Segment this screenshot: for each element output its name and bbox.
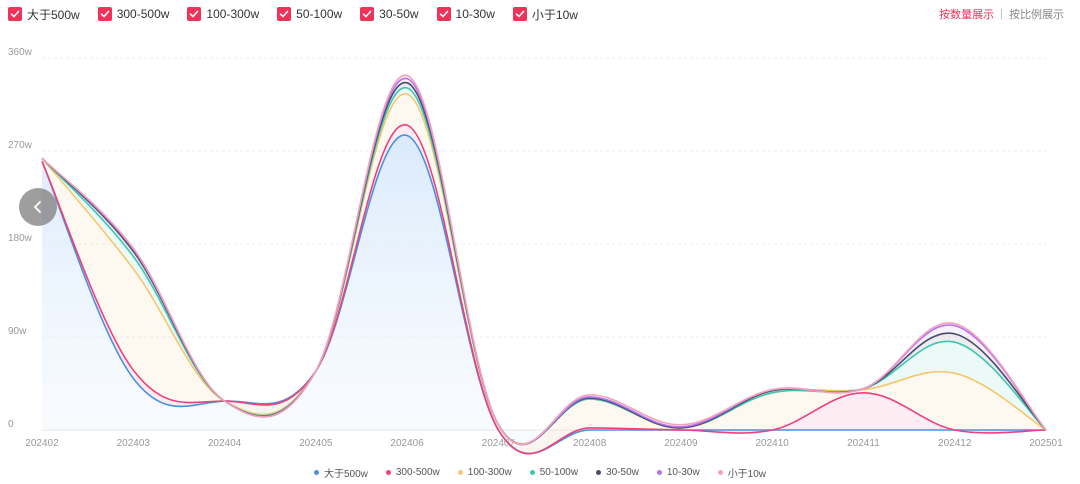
chart-legend: 大于500w 300-500w 100-300w 50-100w 30-50w 10-30… [0,465,1080,480]
x-tick-label: 202408 [573,438,607,449]
x-tick-label: 202409 [664,438,698,449]
filter-label: 50-100w [296,7,343,21]
legend-item[interactable]: 10-30w [656,467,700,478]
series-area [42,135,1046,454]
by-count-mode-button[interactable]: 按数量展示 [939,9,995,21]
prev-page-button[interactable] [19,188,57,226]
series-line [41,124,1047,455]
legend-item[interactable]: 50-100w [529,467,579,478]
check-icon[interactable] [360,7,375,21]
filter-checkbox[interactable]: 100-300w [187,7,259,21]
series-area [42,124,1046,454]
filter-checkbox[interactable]: 50-100w [277,7,342,21]
x-tick-label: 202411 [847,438,880,449]
filter-label: 300-500w [116,7,170,21]
x-tick-label: 202406 [390,438,424,449]
legend-dot-icon [717,470,723,475]
chevron-left-icon [34,201,41,213]
legend-dot-icon [457,470,463,475]
filter-checkbox[interactable]: 10-30w [436,7,495,21]
y-tick-label: 360w [8,47,33,58]
legend-dot-icon [385,470,391,475]
y-tick-label: 180w [8,233,33,244]
filter-label: 30-50w [379,7,419,21]
series-area [42,93,1046,454]
legend-dot-icon [596,470,602,475]
y-tick-label: 0 [8,419,14,430]
check-icon[interactable] [277,7,292,21]
series-line [41,74,1047,445]
by-ratio-mode-button[interactable]: 按比例展示 [1009,9,1064,21]
series-filter-bar: 大于500w 300-500w 100-300w 50-100w 30-50w 10-30… [8,5,596,23]
check-icon[interactable] [97,7,112,21]
legend-item[interactable]: 30-50w [596,467,639,478]
filter-label: 大于500w [27,7,80,22]
y-tick-label: 270w [8,140,33,151]
legend-item[interactable]: 300-500w [385,467,440,478]
filter-checkbox[interactable]: 小于10w [512,6,578,23]
filter-checkbox[interactable]: 30-50w [360,7,419,21]
check-icon[interactable] [8,7,22,21]
filter-label: 100-300w [206,7,260,21]
legend-item[interactable]: 小于10w [717,465,767,480]
legend-label: 30-50w [606,467,639,478]
legend-label: 大于500w [323,469,368,480]
legend-item[interactable]: 100-300w [457,467,512,478]
x-tick-label: 202501 [1029,438,1063,449]
x-tick-label: 202405 [299,438,333,449]
filter-checkbox[interactable]: 300-500w [97,7,170,21]
legend-item[interactable]: 大于500w [313,465,368,480]
x-tick-label: 202402 [25,438,59,449]
x-tick-label: 202404 [208,438,242,449]
legend-label: 小于10w [727,469,767,480]
legend-dot-icon [313,470,319,475]
check-icon[interactable] [512,7,527,21]
filter-checkbox[interactable]: 大于500w [8,6,80,23]
check-icon[interactable] [187,7,202,21]
legend-label: 100-300w [467,467,512,478]
legend-label: 10-30w [666,467,700,478]
x-tick-label: 202407 [482,438,516,449]
filter-label: 小于10w [531,7,578,22]
x-tick-label: 202410 [755,438,789,449]
legend-dot-icon [529,470,535,475]
display-mode-switch: 按数量展示 | 按比例展示 [939,6,1064,22]
x-tick-label: 202403 [117,438,151,449]
mode-separator: | [1000,8,1003,20]
legend-label: 50-100w [539,467,579,478]
legend-dot-icon [656,470,662,475]
check-icon[interactable] [436,7,451,21]
filter-label: 10-30w [455,7,495,21]
y-tick-label: 90w [8,326,27,337]
x-tick-label: 202412 [938,438,972,449]
legend-label: 300-500w [395,467,440,478]
